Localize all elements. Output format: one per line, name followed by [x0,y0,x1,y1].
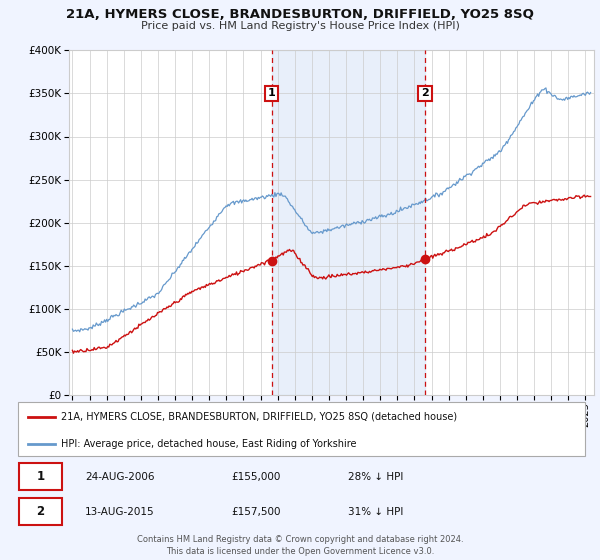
Bar [272,50,425,395]
Text: 1: 1 [268,88,275,99]
Text: 21A, HYMERS CLOSE, BRANDESBURTON, DRIFFIELD, YO25 8SQ: 21A, HYMERS CLOSE, BRANDESBURTON, DRIFFI… [66,8,534,21]
Text: Price paid vs. HM Land Registry's House Price Index (HPI): Price paid vs. HM Land Registry's House … [140,21,460,31]
Text: 2: 2 [421,88,429,99]
Text: Contains HM Land Registry data © Crown copyright and database right 2024.
This d: Contains HM Land Registry data © Crown c… [137,535,463,556]
Text: 24-AUG-2006: 24-AUG-2006 [85,472,155,482]
FancyBboxPatch shape [18,402,585,456]
Text: 28% ↓ HPI: 28% ↓ HPI [347,472,403,482]
Text: £155,000: £155,000 [232,472,281,482]
Text: 13-AUG-2015: 13-AUG-2015 [85,507,155,517]
Text: 31% ↓ HPI: 31% ↓ HPI [347,507,403,517]
Text: HPI: Average price, detached house, East Riding of Yorkshire: HPI: Average price, detached house, East… [61,440,356,449]
Text: 21A, HYMERS CLOSE, BRANDESBURTON, DRIFFIELD, YO25 8SQ (detached house): 21A, HYMERS CLOSE, BRANDESBURTON, DRIFFI… [61,412,457,422]
Text: 2: 2 [37,505,44,518]
Text: 1: 1 [37,470,44,483]
FancyBboxPatch shape [19,464,62,490]
FancyBboxPatch shape [19,498,62,525]
Text: £157,500: £157,500 [232,507,281,517]
